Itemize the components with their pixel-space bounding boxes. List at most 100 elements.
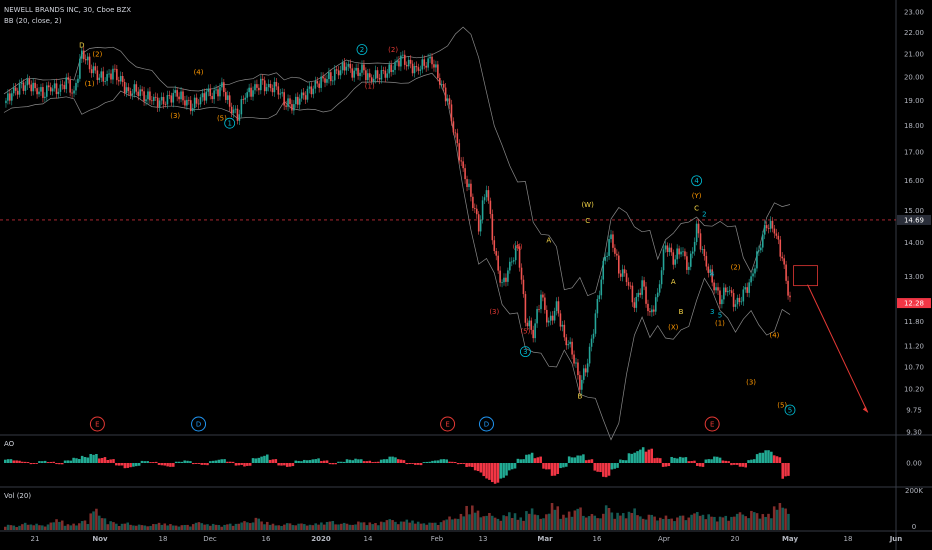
- ao-bar: [100, 457, 104, 463]
- ao-bar: [29, 463, 33, 465]
- volume-bar: [659, 517, 662, 530]
- price-candle: [154, 92, 157, 101]
- volume-bar: [240, 522, 243, 530]
- volume-bar: [459, 513, 463, 530]
- volume-bar: [206, 524, 209, 530]
- price-candle: [398, 56, 400, 71]
- volume-bar: [152, 524, 155, 530]
- ao-bar: [397, 459, 400, 463]
- date-tick-label: Apr: [658, 535, 670, 543]
- volume-bar: [735, 513, 739, 530]
- ao-bar: [117, 463, 121, 466]
- price-candle: [277, 82, 280, 100]
- price-candle: [77, 75, 79, 88]
- price-candle: [330, 69, 332, 86]
- volume-bar: [565, 517, 568, 530]
- ao-bar: [223, 459, 226, 463]
- ao-bar: [738, 463, 742, 467]
- volume-bar: [342, 522, 346, 530]
- ao-bar: [86, 457, 90, 463]
- volume-bar: [627, 511, 631, 530]
- volume-bar: [140, 525, 144, 530]
- ao-bar: [66, 460, 70, 463]
- volume-bar: [559, 518, 562, 530]
- volume-bar: [453, 518, 457, 530]
- ao-bar: [405, 463, 409, 465]
- volume-bar: [513, 513, 517, 530]
- price-candle: [676, 244, 678, 264]
- price-candle: [226, 90, 229, 105]
- price-candle: [40, 83, 42, 96]
- volume-bar: [92, 511, 95, 530]
- wave-label-text: B: [679, 308, 684, 316]
- ao-bar: [547, 463, 551, 470]
- price-candle: [59, 80, 62, 97]
- wave-label: (5): [520, 328, 530, 336]
- price-candle: [691, 247, 694, 259]
- price-candle: [392, 65, 394, 75]
- ao-bar: [163, 463, 167, 466]
- event-marker-circle: [191, 416, 207, 432]
- price-candle: [205, 88, 208, 104]
- volume-bar: [38, 525, 41, 530]
- price-candle: [534, 318, 536, 343]
- price-candle: [207, 84, 210, 97]
- price-candle: [688, 262, 690, 275]
- volume-bar: [710, 516, 713, 530]
- price-candle: [643, 276, 645, 291]
- ao-bar: [411, 463, 414, 464]
- price-candle: [81, 46, 83, 64]
- volume-bar: [733, 516, 736, 530]
- ao-bar: [314, 459, 317, 463]
- price-candle: [773, 224, 776, 239]
- price-candle: [514, 241, 517, 265]
- volume-bar: [4, 526, 7, 530]
- volume-bar: [154, 524, 158, 530]
- volume-bar: [263, 524, 266, 530]
- volume-bar: [368, 522, 372, 530]
- price-candle: [353, 67, 355, 82]
- volume-bar: [556, 506, 560, 530]
- volume-bar: [223, 524, 226, 530]
- volume-bar: [43, 526, 47, 530]
- vol-tick-label: 0: [912, 523, 916, 531]
- ao-bar: [715, 456, 719, 463]
- price-candle: [403, 50, 406, 70]
- volume-bar: [200, 523, 204, 530]
- price-candle: [724, 284, 727, 296]
- ao-bar: [602, 463, 605, 477]
- price-candle: [285, 100, 287, 110]
- price-candle: [380, 65, 383, 84]
- event-marker: D: [191, 416, 207, 432]
- volume-bar: [533, 514, 537, 530]
- ao-bar: [4, 459, 7, 463]
- volume-bar: [473, 512, 477, 530]
- volume-bars: [4, 503, 790, 530]
- ao-bar: [78, 459, 81, 463]
- ao-bar: [146, 461, 149, 463]
- price-candle: [732, 288, 735, 312]
- volume-bar: [724, 515, 728, 530]
- volume-bar: [72, 523, 75, 530]
- price-candle: [752, 268, 754, 281]
- ao-bar: [545, 463, 548, 470]
- price-candle: [275, 77, 278, 91]
- price-candle: [195, 93, 198, 108]
- price-candle: [341, 59, 344, 74]
- price-candle: [637, 289, 640, 302]
- volume-bar: [58, 521, 61, 530]
- ao-bar: [21, 461, 24, 463]
- ao-bar: [510, 463, 514, 470]
- ao-bar: [126, 463, 130, 468]
- volume-bar: [399, 521, 403, 530]
- price-candle: [711, 264, 713, 287]
- price-candle: [559, 310, 562, 331]
- ao-bar: [177, 461, 181, 463]
- price-candle: [252, 86, 254, 101]
- price-candle: [359, 69, 361, 81]
- price-candle: [427, 53, 429, 71]
- price-candle: [84, 54, 87, 65]
- volume-bar: [416, 521, 420, 530]
- price-candle: [22, 79, 25, 95]
- price-candle: [246, 88, 248, 102]
